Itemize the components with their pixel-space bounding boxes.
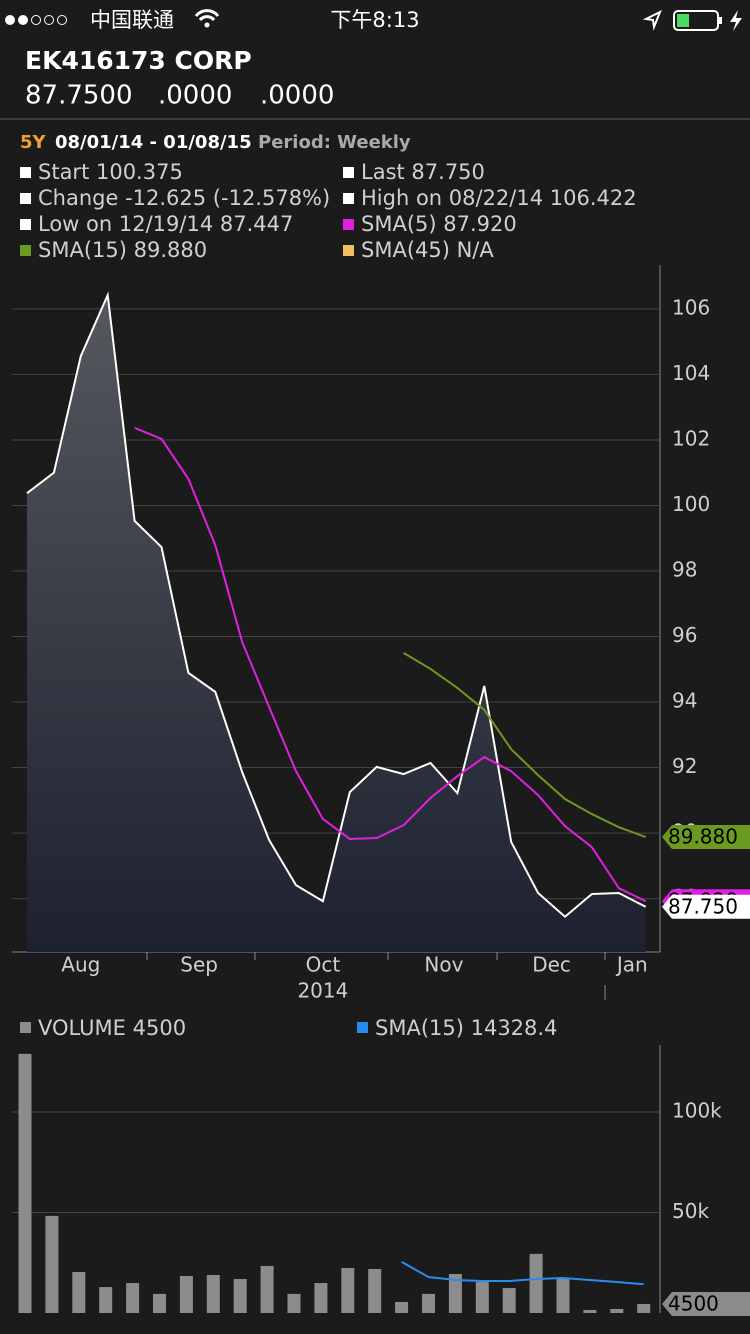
price-area: [27, 295, 646, 952]
volume-bar: [18, 1053, 32, 1313]
y-tick-label: 102: [672, 426, 710, 450]
x-tick-label: Sep: [180, 953, 218, 977]
range[interactable]: 5Y: [20, 132, 47, 153]
y-tick-label: 106: [672, 295, 710, 319]
y-tick-label: 96: [672, 623, 697, 647]
legend-swatch: [343, 167, 354, 178]
period: Period: Weekly: [258, 132, 411, 153]
volume-bar: [610, 1308, 624, 1313]
series-line: [26, 291, 647, 919]
stat-text: Low on 12/19/14 87.447: [38, 212, 293, 236]
x-tick-label: Nov: [424, 953, 463, 977]
legend-swatch: [20, 167, 31, 178]
legend-swatch: [343, 245, 354, 256]
stat-text: Last 87.750: [361, 160, 485, 184]
end-tag: [662, 825, 750, 850]
volume-bar: [422, 1293, 435, 1313]
ticker: EK416173 CORP: [25, 46, 252, 75]
series-line: [403, 652, 647, 838]
y-tick-label: 100: [672, 492, 710, 516]
end-tag-label: 87.750: [668, 894, 738, 918]
volume-bar: [395, 1301, 409, 1313]
volume-bar: [260, 1265, 274, 1313]
price-chart: 889092949698100102104106AugSepOctNovDecJ…: [12, 265, 750, 1003]
volume-bar: [206, 1275, 220, 1313]
x-tick-label: Jan: [615, 953, 648, 977]
y-tick-label: 94: [672, 689, 697, 713]
legend-swatch: [343, 219, 354, 230]
legend-swatch: [20, 245, 31, 256]
legend-swatch: [343, 193, 354, 204]
legend-swatch: [20, 1022, 31, 1033]
volume-bar: [448, 1273, 462, 1313]
volume-bar: [475, 1282, 489, 1313]
series-line: [401, 1261, 644, 1286]
end-tag-label: 89.880: [668, 825, 738, 849]
volume-bar: [287, 1293, 301, 1313]
stat-text: SMA(15) 89.880: [38, 238, 207, 262]
date-range: 08/01/14 - 01/08/15: [55, 132, 252, 153]
clock: 下午8:13: [330, 8, 419, 32]
volume-bar: [72, 1271, 86, 1313]
net-change: .0000: [158, 81, 232, 111]
x-tick-label: Aug: [61, 953, 100, 977]
legend-label: VOLUME 4500: [38, 1016, 186, 1040]
volume-bar: [583, 1309, 597, 1313]
volume-bar: [99, 1287, 113, 1313]
stat-text: High on 08/22/14 106.422: [361, 186, 637, 210]
legend-swatch: [20, 193, 31, 204]
pct-change: .0000: [260, 81, 334, 111]
volume-bar: [126, 1283, 140, 1313]
volume-bar: [556, 1278, 570, 1313]
legend-label: SMA(15) 14328.4: [375, 1016, 557, 1040]
volume-bar: [368, 1268, 382, 1313]
volume-chart: 50k 100k VOLUME 4500 SMA(15) 14328.4 4500: [12, 1016, 750, 1316]
y-tick-label: 98: [672, 557, 697, 581]
volume-bar: [529, 1253, 543, 1313]
y-tick-label: 50k: [672, 1199, 709, 1223]
volume-bar: [233, 1279, 247, 1313]
stat-text: Start 100.375: [38, 160, 183, 184]
end-tag-label: 4500: [668, 1291, 719, 1315]
end-tag: [662, 1291, 750, 1316]
y-tick-label: 104: [672, 361, 710, 385]
last-price: 87.7500: [25, 81, 133, 111]
y-tick-label: 92: [672, 754, 697, 778]
carrier: 中国联通: [90, 8, 174, 32]
end-tag: [662, 894, 750, 919]
stat-text: SMA(5) 87.920: [361, 212, 517, 236]
x-tick-label: Oct: [306, 953, 341, 977]
legend-swatch: [357, 1022, 368, 1033]
x-tick-label: Dec: [532, 953, 571, 977]
volume-bar: [153, 1293, 166, 1313]
volume-bar: [341, 1267, 355, 1313]
month-separators: [146, 952, 606, 1000]
volume-bar: [637, 1303, 651, 1313]
status-bar: 中国联通 下午8:13: [5, 8, 742, 32]
x-year-label: 2014: [297, 979, 348, 1003]
stat-text: SMA(45) N/A: [361, 238, 494, 262]
volume-bar: [45, 1215, 59, 1313]
volume-bar: [502, 1288, 516, 1313]
y-tick-label: 100k: [672, 1098, 722, 1122]
volume-bar: [314, 1283, 328, 1313]
stat-text: Change -12.625 (-12.578%): [38, 186, 330, 210]
volume-bar: [179, 1276, 193, 1313]
stats: Start 100.375 Last 87.750 Change -12.625 (…: [20, 160, 637, 262]
legend-swatch: [20, 219, 31, 230]
series-line: [134, 426, 647, 903]
